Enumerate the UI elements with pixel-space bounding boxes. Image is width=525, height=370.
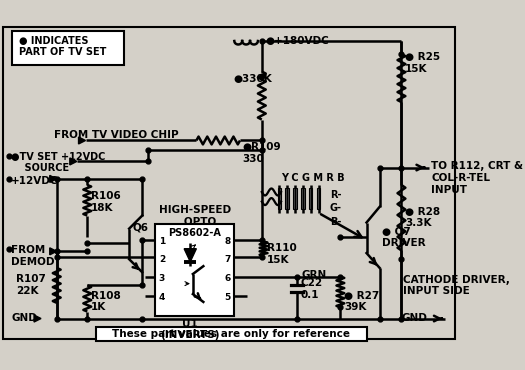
Polygon shape (50, 248, 57, 255)
Text: 3: 3 (159, 274, 165, 283)
Text: GRN: GRN (301, 270, 327, 280)
Polygon shape (34, 315, 41, 322)
Text: ●330K: ●330K (234, 74, 272, 84)
Polygon shape (70, 158, 77, 165)
Bar (309, 188, 312, 209)
Bar (317, 188, 320, 209)
Text: Q6: Q6 (133, 222, 149, 232)
Polygon shape (50, 175, 57, 182)
Text: R108
1K: R108 1K (91, 290, 121, 312)
Text: 1: 1 (159, 237, 165, 246)
Bar (12, 31, 124, 65)
Text: FROM TV VIDEO CHIP: FROM TV VIDEO CHIP (54, 130, 179, 140)
Text: R110
15K: R110 15K (267, 243, 297, 265)
Text: U1
(INVERTS): U1 (INVERTS) (161, 319, 220, 340)
Text: CATHODE DRIVER,
INPUT SIDE: CATHODE DRIVER, INPUT SIDE (403, 275, 510, 296)
Bar (293, 188, 297, 209)
Text: R-
G-
B-: R- G- B- (330, 190, 342, 227)
Text: These part values are only for reference: These part values are only for reference (112, 329, 350, 339)
Text: 7: 7 (224, 255, 230, 264)
Text: R106
18K: R106 18K (91, 191, 121, 213)
Text: ● INDICATES
PART OF TV SET: ● INDICATES PART OF TV SET (19, 36, 107, 57)
Text: ● R25
15K: ● R25 15K (405, 52, 440, 74)
Text: 8: 8 (224, 237, 230, 246)
Bar (96, 327, 366, 341)
Text: ●+180VDC: ●+180VDC (265, 36, 329, 46)
Text: ● R28
3.3K: ● R28 3.3K (405, 207, 440, 228)
Text: FROM
DEMOD: FROM DEMOD (12, 245, 55, 267)
Polygon shape (79, 137, 86, 144)
Polygon shape (184, 249, 196, 262)
Text: HIGH-SPEED
   OPTO: HIGH-SPEED OPTO (159, 205, 230, 227)
Bar (155, 224, 234, 316)
Bar (278, 188, 281, 209)
Text: 6: 6 (224, 274, 230, 283)
Text: C22
0.1: C22 0.1 (300, 278, 322, 300)
Text: 2: 2 (159, 255, 165, 264)
Text: Y C G M R B: Y C G M R B (281, 173, 344, 183)
Text: PS8602-A: PS8602-A (168, 228, 221, 238)
Text: GND: GND (12, 313, 37, 323)
Text: GND: GND (402, 313, 428, 323)
Text: R107
22K: R107 22K (16, 274, 46, 296)
Text: TO R112, CRT &
COL-R-TEL
INPUT: TO R112, CRT & COL-R-TEL INPUT (431, 161, 523, 195)
Text: ● R27
39K: ● R27 39K (344, 290, 379, 312)
Text: +12VDC: +12VDC (12, 176, 59, 186)
Text: ●TV SET +12VDC
    SOURCE: ●TV SET +12VDC SOURCE (12, 152, 106, 174)
Text: 4: 4 (159, 293, 165, 302)
Text: ● Q7
DRIVER: ● Q7 DRIVER (382, 226, 426, 248)
Bar (286, 188, 289, 209)
Text: 5: 5 (224, 293, 230, 302)
Bar (301, 188, 304, 209)
Text: ●R109
330: ●R109 330 (243, 142, 281, 164)
